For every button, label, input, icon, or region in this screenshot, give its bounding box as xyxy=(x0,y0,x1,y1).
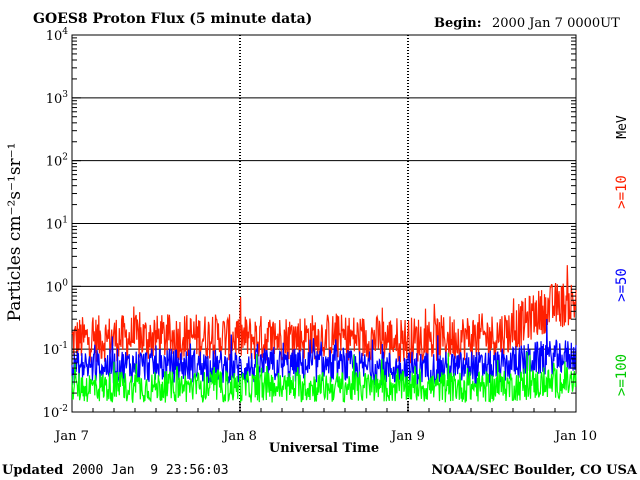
legend-unit: MeV xyxy=(615,115,630,139)
y-tick-label: 103 xyxy=(46,90,69,107)
begin-value: 2000 Jan 7 0000UT xyxy=(492,16,620,31)
legend-series-100: >=100 xyxy=(614,354,630,396)
axis-layer: 10-2 10-1 100 101 102 103 104 Jan 7 Jan 8 Jan 9 Ja… xyxy=(43,27,597,444)
updated-value: 2000 Jan 9 23:56:03 xyxy=(72,463,229,478)
legend-series-10: >=10 xyxy=(614,175,630,209)
x-tick-label: Jan 7 xyxy=(53,429,89,444)
y-tick-label: 10-1 xyxy=(43,341,68,358)
source-credit: NOAA/SEC Boulder, CO USA xyxy=(431,463,638,478)
y-tick-label: 101 xyxy=(46,216,68,233)
chart-title: GOES8 Proton Flux (5 minute data) xyxy=(33,11,312,27)
legend-series-50: >=50 xyxy=(614,268,630,302)
updated-label: Updated xyxy=(2,463,63,478)
x-tick-label: Jan 8 xyxy=(221,429,257,444)
series-line-0 xyxy=(71,265,577,364)
series-layer xyxy=(71,265,577,404)
x-tick-label: Jan 9 xyxy=(389,429,425,444)
series-line-2 xyxy=(71,351,577,404)
y-tick-label: 102 xyxy=(46,153,68,170)
y-tick-label: 100 xyxy=(46,278,69,295)
y-tick-label: 10-2 xyxy=(43,404,68,421)
y-axis-title: Particles cm⁻²s⁻¹sr⁻¹ xyxy=(5,143,25,322)
y-tick-label: 104 xyxy=(46,27,69,44)
x-axis-title: Universal Time xyxy=(269,441,379,456)
begin-label: Begin: xyxy=(434,16,482,31)
x-tick-label: Jan 10 xyxy=(553,429,597,444)
